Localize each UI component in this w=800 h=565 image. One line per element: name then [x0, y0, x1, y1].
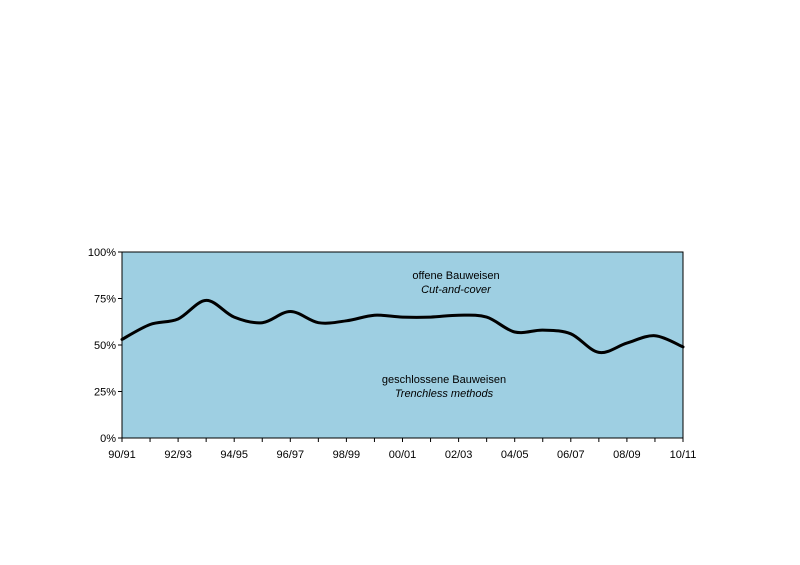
y-tick-label: 0% — [100, 433, 116, 445]
x-tick-label: 96/97 — [277, 449, 305, 461]
x-tick-label: 94/95 — [220, 449, 248, 461]
annotation-upper-en: Cut-and-cover — [421, 284, 492, 296]
series-line — [120, 298, 685, 355]
x-tick-label: 98/99 — [333, 449, 361, 461]
x-tick-label: 00/01 — [389, 449, 417, 461]
x-axis: 90/91 92/93 94/95 96/97 98/99 00/01 02/03 04/05… — [108, 438, 696, 461]
annotation-upper-de: offene Bauweisen — [412, 270, 499, 282]
x-tick-label: 08/09 — [613, 449, 641, 461]
plot-area — [121, 251, 684, 439]
annotation-lower-en: Trenchless methods — [395, 388, 494, 400]
y-tick-label: 25% — [94, 387, 116, 399]
x-tick-label: 02/03 — [445, 449, 473, 461]
y-tick-label: 75% — [94, 294, 116, 306]
y-tick-label: 50% — [94, 340, 116, 352]
x-tick-label: 92/93 — [164, 449, 192, 461]
x-tick-label: 10/11 — [670, 449, 697, 461]
y-axis: 0% 25% 50% 75% 100% — [88, 247, 122, 445]
annotation-lower-de: geschlossene Bauweisen — [382, 374, 506, 386]
x-tick-label: 90/91 — [108, 449, 136, 461]
x-tick-label: 06/07 — [557, 449, 585, 461]
y-tick-label: 100% — [88, 247, 116, 259]
x-tick-label: 04/05 — [501, 449, 529, 461]
